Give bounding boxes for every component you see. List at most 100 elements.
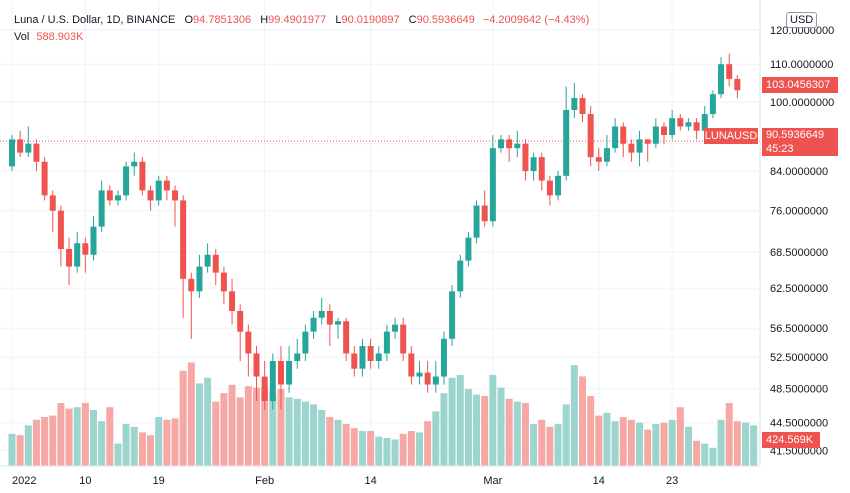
legend-change: −4.2009642 (−4.43%) xyxy=(482,14,590,26)
candle-body xyxy=(204,254,211,267)
candle-body xyxy=(367,346,374,362)
candle-body xyxy=(612,126,619,149)
legend-symbol[interactable]: Luna / U.S. Dollar, 1D, BINANCE xyxy=(14,14,176,26)
candle-body xyxy=(98,190,105,227)
volume-bar xyxy=(179,370,187,466)
volume-bar xyxy=(220,393,228,466)
candle-body xyxy=(449,291,456,339)
volume-bar xyxy=(473,394,481,466)
volume-bar xyxy=(293,398,301,466)
volume-bar xyxy=(636,422,644,466)
volume-bar xyxy=(236,397,244,466)
volume-bar xyxy=(424,421,432,466)
price-tick-label: 120.0000000 xyxy=(770,25,834,37)
volume-bar xyxy=(668,419,676,466)
candle-body xyxy=(726,64,733,79)
volume-bar xyxy=(277,389,285,466)
candle-body xyxy=(196,266,203,292)
candle-body xyxy=(685,122,692,127)
candle-body xyxy=(603,148,610,162)
candle-body xyxy=(106,190,113,201)
volume-bar xyxy=(310,404,318,466)
candle-body xyxy=(163,180,170,191)
volume-bar xyxy=(204,377,212,466)
volume-bar xyxy=(554,424,562,466)
volume-bar xyxy=(652,424,660,466)
volume-bar xyxy=(358,431,366,466)
candle-body xyxy=(522,143,529,172)
volume-bar xyxy=(595,415,603,466)
time-tick-label: 2022 xyxy=(12,475,36,487)
time-tick-label: 14 xyxy=(364,475,376,487)
legend-open-label: O xyxy=(184,14,194,26)
volume-bar xyxy=(122,424,130,466)
candle-body xyxy=(212,254,219,273)
volume-bar xyxy=(375,436,383,466)
volume-bars xyxy=(8,362,758,466)
candle-body xyxy=(652,126,659,144)
candle-body xyxy=(595,157,602,162)
price-tick-label: 62.5000000 xyxy=(770,283,828,295)
volume-bar xyxy=(147,435,155,466)
candle-body xyxy=(701,114,708,131)
currency-button[interactable]: USD xyxy=(786,12,818,28)
volume-bar xyxy=(301,401,309,466)
volume-bar xyxy=(253,387,260,466)
time-tick-label: 14 xyxy=(593,475,605,487)
volume-bar xyxy=(318,410,326,466)
candle-body xyxy=(587,114,594,158)
candle-body xyxy=(473,205,480,238)
volume-bar xyxy=(228,384,236,466)
volume-bar xyxy=(742,422,749,466)
volume-bar xyxy=(367,431,375,466)
candle-body xyxy=(25,143,32,153)
volume-bar xyxy=(709,447,717,466)
volume-bar xyxy=(562,404,570,466)
time-tick-label: Feb xyxy=(255,475,274,487)
candle-body xyxy=(416,372,423,377)
candle-body xyxy=(718,64,725,95)
volume-bar xyxy=(114,443,122,466)
candle-body xyxy=(180,200,187,279)
volume-bar xyxy=(448,377,456,466)
candle-body xyxy=(147,190,154,201)
candle-body xyxy=(709,94,716,115)
volume-bar xyxy=(41,417,49,466)
volume-bar xyxy=(261,387,269,466)
volume-bar xyxy=(521,403,529,466)
candle-body xyxy=(155,180,162,201)
volume-bar xyxy=(8,433,16,466)
volume-bar xyxy=(440,393,448,466)
legend-volume-label[interactable]: Vol xyxy=(14,31,30,43)
legend-open-value: 94.7851306 xyxy=(193,14,252,26)
candle-body xyxy=(530,157,537,172)
close-price-value: 90.5936649 xyxy=(766,129,825,141)
volume-bar xyxy=(269,393,277,466)
time-tick-label: 19 xyxy=(153,475,165,487)
candle-body xyxy=(457,260,464,292)
price-tick-label: 84.0000000 xyxy=(770,166,828,178)
price-candles xyxy=(9,53,741,410)
volume-bar xyxy=(326,417,334,466)
volume-bar xyxy=(32,419,40,466)
volume-bar xyxy=(660,422,668,466)
volume-bar xyxy=(416,432,423,466)
volume-bar xyxy=(90,410,97,466)
candle-body xyxy=(481,205,488,222)
volume-bar xyxy=(684,426,692,466)
candle-body xyxy=(432,376,439,385)
candle-body xyxy=(620,126,627,144)
volume-bar xyxy=(138,432,146,466)
legend-high-label: H xyxy=(260,14,269,26)
price-tick-label: 68.5000000 xyxy=(770,247,828,259)
time-axis-panel[interactable] xyxy=(0,466,760,493)
candle-body xyxy=(546,180,553,196)
candle-body xyxy=(538,157,545,181)
candle-body xyxy=(17,139,24,153)
volume-bar xyxy=(391,439,399,466)
candle-body xyxy=(383,331,390,354)
volume-bar xyxy=(587,396,595,466)
volume-bar xyxy=(407,431,415,466)
chart-grid xyxy=(0,0,760,466)
